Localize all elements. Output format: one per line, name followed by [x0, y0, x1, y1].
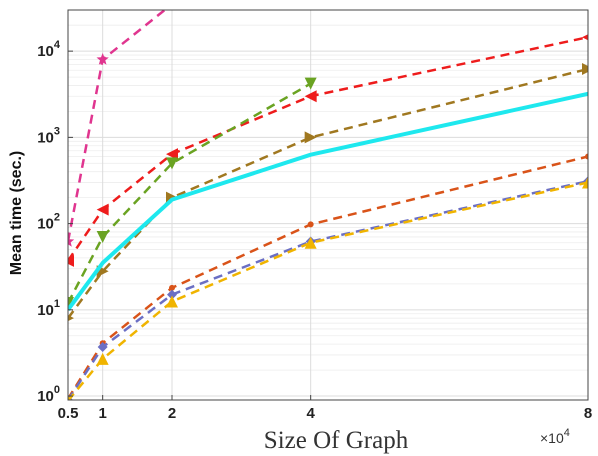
- x-tick-label: 0.5: [58, 405, 79, 422]
- series-layer: [68, 0, 588, 400]
- data-marker: [96, 53, 109, 65]
- x-axis-multiplier: ×104: [540, 427, 570, 446]
- y-tick-base: 10: [37, 129, 54, 146]
- series-8: [68, 176, 588, 400]
- x-axis-multiplier-exponent: 4: [564, 427, 570, 439]
- series-2: [68, 34, 588, 267]
- data-marker: [304, 77, 317, 90]
- data-marker: [169, 284, 175, 291]
- data-marker: [582, 63, 588, 76]
- x-tick-label: 4: [306, 405, 315, 422]
- data-marker: [166, 0, 178, 10]
- data-marker: [68, 235, 75, 247]
- x-tick-label: 8: [584, 405, 592, 422]
- y-tick-base: 10: [37, 216, 54, 233]
- data-marker: [307, 221, 314, 228]
- y-tick-label: 100: [37, 384, 60, 405]
- y-tick-label: 101: [37, 298, 60, 319]
- series-line: [68, 91, 588, 311]
- grid: [67, 9, 589, 401]
- series-1: [68, 0, 178, 247]
- data-marker: [96, 230, 109, 243]
- data-marker: [68, 254, 74, 267]
- plot-frame: [67, 9, 589, 401]
- x-axis-label: Size Of Graph: [264, 427, 409, 454]
- series-line: [68, 179, 588, 400]
- y-axis-label: Mean time (sec.): [8, 151, 25, 275]
- x-tick-label: 1: [98, 405, 106, 422]
- series-line: [68, 82, 312, 304]
- y-tick-base: 10: [37, 43, 54, 60]
- series-line: [68, 155, 588, 400]
- data-marker: [96, 203, 109, 216]
- series-line: [68, 67, 588, 319]
- y-tick-exponent: 2: [54, 212, 60, 224]
- x-axis-multiplier-text: ×10: [540, 430, 564, 446]
- y-tick-exponent: 4: [54, 39, 61, 51]
- data-marker: [166, 295, 178, 308]
- data-marker: [304, 131, 317, 144]
- series-line: [68, 10, 167, 242]
- y-tick-label: 103: [37, 125, 60, 146]
- series-5: [68, 91, 588, 311]
- y-tick-exponent: 1: [54, 298, 60, 310]
- series-7: [68, 176, 588, 400]
- data-marker: [582, 176, 588, 189]
- series-4: [68, 63, 588, 322]
- data-marker: [167, 289, 177, 300]
- y-tick-label: 104: [37, 39, 61, 60]
- data-marker: [96, 352, 109, 365]
- data-marker: [166, 157, 178, 170]
- data-marker: [68, 315, 74, 322]
- y-tick-base: 10: [37, 388, 54, 405]
- data-marker: [585, 153, 588, 160]
- data-marker: [304, 90, 317, 103]
- y-tick-exponent: 3: [54, 125, 60, 137]
- x-tick-label: 2: [168, 405, 176, 422]
- data-marker: [97, 342, 108, 353]
- y-tick-label: 102: [37, 212, 60, 233]
- series-6: [68, 153, 588, 400]
- y-tick-exponent: 0: [54, 384, 60, 396]
- labels: Size Of Graph Mean time (sec.) ×104: [8, 151, 570, 454]
- y-tick-base: 10: [37, 302, 54, 319]
- data-marker: [166, 148, 178, 161]
- data-marker: [304, 236, 317, 249]
- series-line: [68, 181, 588, 400]
- data-marker: [582, 34, 588, 41]
